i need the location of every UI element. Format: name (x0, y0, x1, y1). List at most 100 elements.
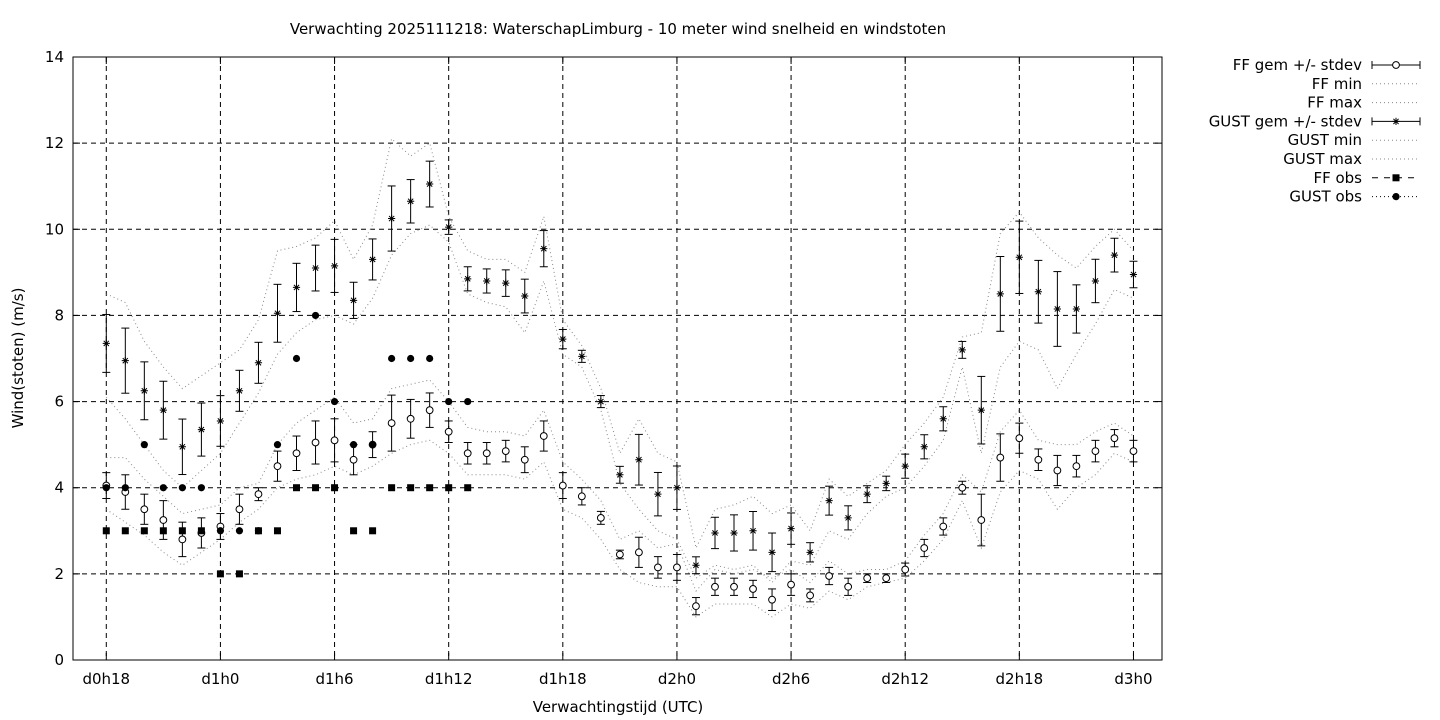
x-tick-label: d1h6 (315, 670, 353, 688)
ff-mean-point (425, 406, 434, 415)
ff-mean-point (501, 447, 510, 456)
gust-mean-point (540, 245, 548, 253)
ff-mean-point (1053, 466, 1062, 475)
y-tick-label: 4 (54, 479, 64, 497)
ff-mean-point (806, 591, 814, 600)
ff-mean-point (654, 563, 662, 572)
ff-mean-point (406, 414, 415, 423)
gust-obs-point (216, 527, 225, 535)
gust-obs-point (368, 441, 377, 449)
gust-mean-point (635, 456, 643, 464)
gust-mean-point (388, 214, 396, 223)
ff-obs-point (293, 484, 301, 492)
ff-mean-point (387, 419, 396, 428)
legend-entry: FF max (1307, 94, 1420, 112)
legend-label: GUST gem +/- stdev (1209, 112, 1362, 130)
ff-mean-point (787, 580, 795, 589)
ff-obs-point (464, 484, 472, 492)
gust-mean-point (445, 223, 453, 231)
gust-mean-point (311, 264, 320, 272)
gust-mean-series (102, 160, 1138, 575)
ff-obs-point (369, 527, 377, 535)
gust-mean-point (368, 255, 377, 264)
gust-obs-series (102, 311, 472, 535)
x-axis-label: Verwachtingstijd (UTC) (533, 698, 704, 716)
ff-mean-point (1129, 447, 1138, 456)
ff-mean-point (539, 432, 548, 440)
gust-obs-point (330, 397, 339, 406)
gust-mean-point (920, 443, 928, 451)
y-tick-label: 2 (54, 565, 64, 583)
ff-mean-point (730, 582, 738, 591)
series-marks (102, 160, 1138, 616)
ff-mean-point (615, 550, 624, 559)
gust-obs-point (235, 527, 244, 535)
y-tick-label: 0 (54, 651, 64, 669)
ff-mean-point (463, 449, 472, 458)
x-tick-label: d1h12 (425, 670, 473, 688)
gust-mean-point (1072, 305, 1080, 313)
ff-mean-point (140, 505, 149, 514)
ff-mean-point (1072, 462, 1081, 471)
legend-label: FF obs (1313, 169, 1362, 187)
ff-mean-point (882, 574, 891, 583)
y-axis-label: Wind(stoten) (m/s) (9, 288, 27, 429)
gust-obs-point (292, 354, 301, 363)
gust-mean-point (939, 415, 947, 423)
gust-mean-point (578, 352, 586, 360)
gust-mean-point (654, 490, 662, 498)
gust-mean-point (616, 471, 624, 479)
gust-obs-point (311, 311, 320, 320)
gust-mean-point (330, 262, 339, 270)
gust-mean-point (464, 275, 472, 283)
ff-obs-point (216, 570, 224, 578)
gust-mean-point (559, 335, 567, 343)
gust-mean-point (521, 292, 529, 300)
gust-obs-point (140, 441, 148, 449)
ff-obs-point (407, 484, 415, 492)
gust-mean-point (1129, 270, 1138, 279)
gust-mean-point (254, 359, 263, 367)
ff-mean-point (482, 449, 491, 458)
ff-obs-series (102, 484, 472, 578)
ff-mean-point (577, 492, 586, 501)
gust-mean-point (502, 279, 510, 287)
ff-mean-series (102, 392, 1138, 616)
gust-obs-point (407, 354, 415, 363)
legend-entry: FF gem +/- stdev (1233, 56, 1421, 74)
gust-mean-point (197, 425, 205, 434)
ff-mean-point (920, 544, 929, 552)
ff-mean-point (292, 449, 301, 458)
gust-mean-point (102, 339, 110, 348)
ff-obs-point (350, 527, 358, 535)
ff-obs-point (121, 527, 129, 535)
x-tick-label: d2h18 (996, 670, 1044, 688)
gust-mean-point (711, 529, 719, 537)
ff-mean-point (558, 481, 567, 490)
x-tick-label: d2h6 (772, 670, 810, 688)
gust-mean-point (159, 406, 167, 414)
ff-mean-point (768, 595, 776, 604)
ff-mean-point (634, 548, 643, 557)
gust-obs-point (102, 484, 110, 492)
ff-obs-point (197, 527, 205, 535)
y-tick-label: 8 (54, 306, 64, 324)
gust-obs-point (197, 484, 205, 492)
gust-obs-point (464, 397, 472, 406)
gust-obs-point (178, 484, 186, 492)
ff-mean-point (1091, 447, 1100, 456)
band-line (106, 137, 1134, 550)
gust-mean-point (483, 277, 491, 285)
x-tick-label: d1h0 (201, 670, 239, 688)
y-tick-label: 10 (45, 220, 64, 238)
gust-mean-point (749, 527, 757, 535)
gust-mean-point (292, 283, 301, 292)
gust-mean-point (1015, 253, 1023, 261)
chart-title: Verwachting 2025111218: WaterschapLimbur… (290, 20, 946, 38)
gust-mean-point (235, 387, 244, 395)
gust-obs-point (159, 484, 167, 492)
ff-mean-point (1110, 434, 1119, 443)
min-max-bands (105, 137, 1134, 618)
gust-mean-point (597, 397, 605, 406)
